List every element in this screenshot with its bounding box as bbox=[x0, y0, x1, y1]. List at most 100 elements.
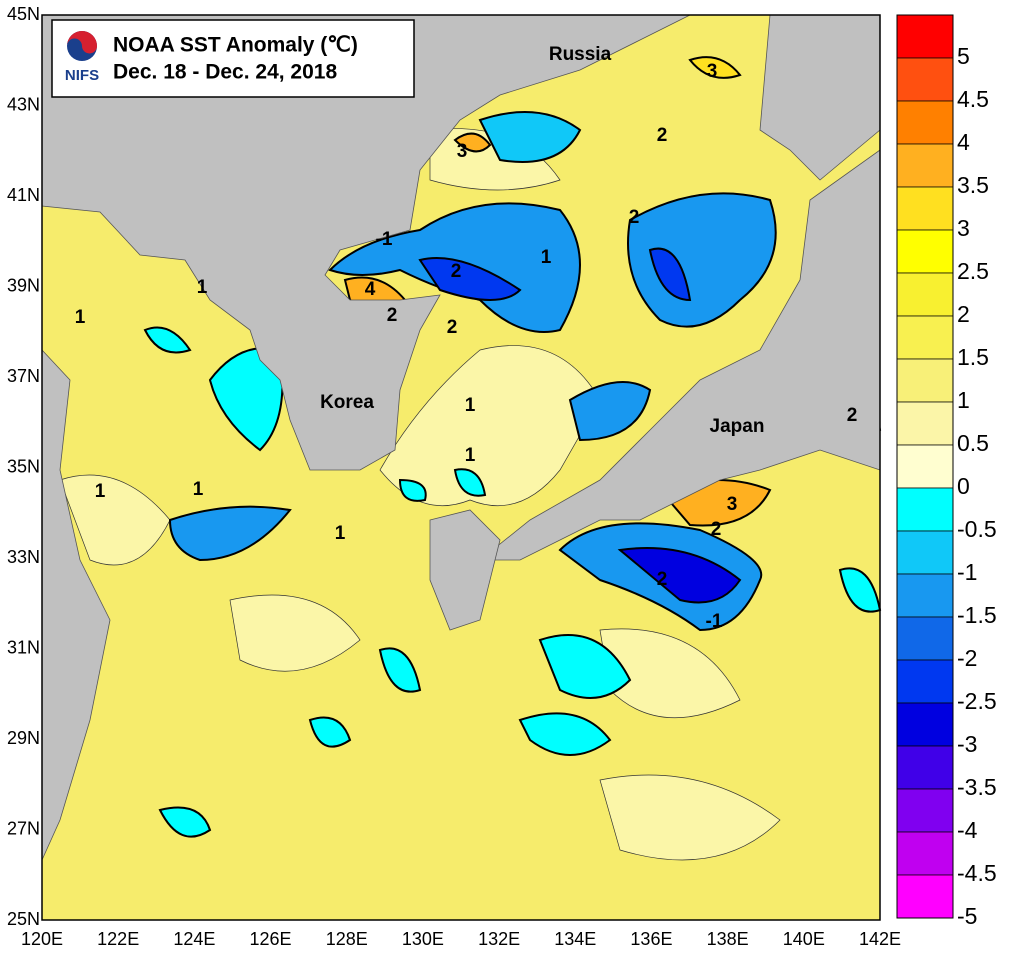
logo-part bbox=[67, 31, 97, 54]
contour-label: 1 bbox=[95, 481, 106, 502]
colorbar-bin bbox=[896, 186, 954, 231]
colorbar-label: -5 bbox=[957, 903, 977, 929]
lon-label: 124E bbox=[173, 929, 215, 949]
colorbar-bin bbox=[896, 616, 954, 661]
colorbar-bin bbox=[896, 874, 954, 919]
colorbar-bin bbox=[896, 229, 954, 274]
country-label: Russia bbox=[549, 44, 612, 65]
lat-label: 27N bbox=[7, 818, 40, 838]
lon-label: 122E bbox=[97, 929, 139, 949]
subtitle: Dec. 18 - Dec. 24, 2018 bbox=[113, 61, 337, 84]
title-frame bbox=[51, 19, 415, 98]
contour-label: 1 bbox=[197, 277, 208, 298]
colorbar-bin bbox=[896, 659, 954, 704]
colorbar-label: -0.5 bbox=[957, 516, 997, 542]
colorbar-label: -1.5 bbox=[957, 602, 997, 628]
title-box: NIFS NOAA SST Anomaly (℃) Dec. 18 - Dec.… bbox=[51, 19, 415, 98]
colorbar-label: -3.5 bbox=[957, 774, 997, 800]
colorbar-label: 4 bbox=[957, 129, 970, 155]
anomaly-patches bbox=[143, 56, 882, 838]
contour-label: 4 bbox=[365, 279, 376, 300]
title: NOAA SST Anomaly (℃) bbox=[113, 34, 358, 57]
colorbar-label: -1 bbox=[957, 559, 977, 585]
lat-label: 39N bbox=[7, 275, 40, 295]
logo-text: NIFS bbox=[65, 67, 99, 84]
contour-label: 3 bbox=[707, 61, 718, 82]
colorbar-bin bbox=[896, 530, 954, 575]
colorbar-label: -2.5 bbox=[957, 688, 997, 714]
lon-label: 136E bbox=[630, 929, 672, 949]
lat-label: 37N bbox=[7, 366, 40, 386]
lon-label: 130E bbox=[402, 929, 444, 949]
colorbar-label: -2 bbox=[957, 645, 977, 671]
contour-label: 2 bbox=[657, 569, 668, 590]
lat-label: 41N bbox=[7, 185, 40, 205]
colorbar-label: 4.5 bbox=[957, 86, 989, 112]
colorbar-bin bbox=[896, 100, 954, 145]
country-label: Japan bbox=[710, 416, 765, 437]
colorbar-label: 2 bbox=[957, 301, 970, 327]
contour-label: 1 bbox=[75, 307, 86, 328]
contour-label: 2 bbox=[657, 125, 668, 146]
colorbar-label: -4.5 bbox=[957, 860, 997, 886]
contour-label: 2 bbox=[629, 207, 640, 228]
colorbar-label: 0 bbox=[957, 473, 970, 499]
lon-label: 132E bbox=[478, 929, 520, 949]
colorbar-bin bbox=[896, 788, 954, 833]
lat-label: 31N bbox=[7, 637, 40, 657]
colorbar-bin bbox=[896, 702, 954, 747]
lon-label: 120E bbox=[21, 929, 63, 949]
contour-label: 3 bbox=[727, 494, 738, 515]
lat-label: 29N bbox=[7, 728, 40, 748]
colorbar-frame bbox=[896, 14, 954, 919]
contour-label: 1 bbox=[541, 247, 552, 268]
colorbar-bin bbox=[896, 57, 954, 102]
land bbox=[41, 14, 881, 861]
lon-label: 140E bbox=[783, 929, 825, 949]
colorbar-bin bbox=[896, 487, 954, 532]
lon-label: 134E bbox=[554, 929, 596, 949]
contour-label: 1 bbox=[465, 395, 476, 416]
lon-label: 126E bbox=[250, 929, 292, 949]
contour-label: 2 bbox=[847, 405, 858, 426]
contour-label: 1 bbox=[335, 523, 346, 544]
colorbar-label: 3 bbox=[957, 215, 970, 241]
colorbar-label: 1 bbox=[957, 387, 970, 413]
colorbar-bin bbox=[896, 745, 954, 790]
colorbar-bin bbox=[896, 358, 954, 403]
lat-label: 33N bbox=[7, 547, 40, 567]
colorbar-bin bbox=[896, 573, 954, 618]
colorbar-label: 0.5 bbox=[957, 430, 989, 456]
contour-label: 1 bbox=[465, 445, 476, 466]
geo-labels: Russia Korea Japan bbox=[320, 44, 764, 437]
contour-label: 2 bbox=[711, 519, 722, 540]
colorbar-bin bbox=[896, 14, 954, 59]
contour-label: -1 bbox=[706, 611, 723, 632]
colorbar-bin bbox=[896, 831, 954, 876]
country-label: Korea bbox=[320, 392, 374, 413]
lat-label: 45N bbox=[7, 4, 40, 24]
map-frame bbox=[41, 14, 881, 921]
lon-label: 142E bbox=[859, 929, 901, 949]
colorbar-label: -3 bbox=[957, 731, 977, 757]
colorbar-label: 3.5 bbox=[957, 172, 989, 198]
colorbar-label: 1.5 bbox=[957, 344, 989, 370]
colorbar-bin bbox=[896, 401, 954, 446]
colorbar-bin bbox=[896, 444, 954, 489]
colorbar-label: 5 bbox=[957, 43, 970, 69]
contour-label: 2 bbox=[447, 317, 458, 338]
lon-label: 128E bbox=[326, 929, 368, 949]
lat-label: 43N bbox=[7, 94, 40, 114]
colorbar-label: 2.5 bbox=[957, 258, 989, 284]
contour-label: 2 bbox=[451, 261, 462, 282]
colorbar-label: -4 bbox=[957, 817, 978, 843]
colorbar-bin bbox=[896, 143, 954, 188]
colorbar-bin bbox=[896, 272, 954, 317]
colorbar-bin bbox=[896, 315, 954, 360]
anomaly-texture bbox=[59, 128, 781, 861]
contour-label: -1 bbox=[376, 229, 393, 250]
lat-label: 25N bbox=[7, 909, 40, 929]
contour-label: 2 bbox=[387, 305, 398, 326]
contour-label: 3 bbox=[457, 141, 468, 162]
